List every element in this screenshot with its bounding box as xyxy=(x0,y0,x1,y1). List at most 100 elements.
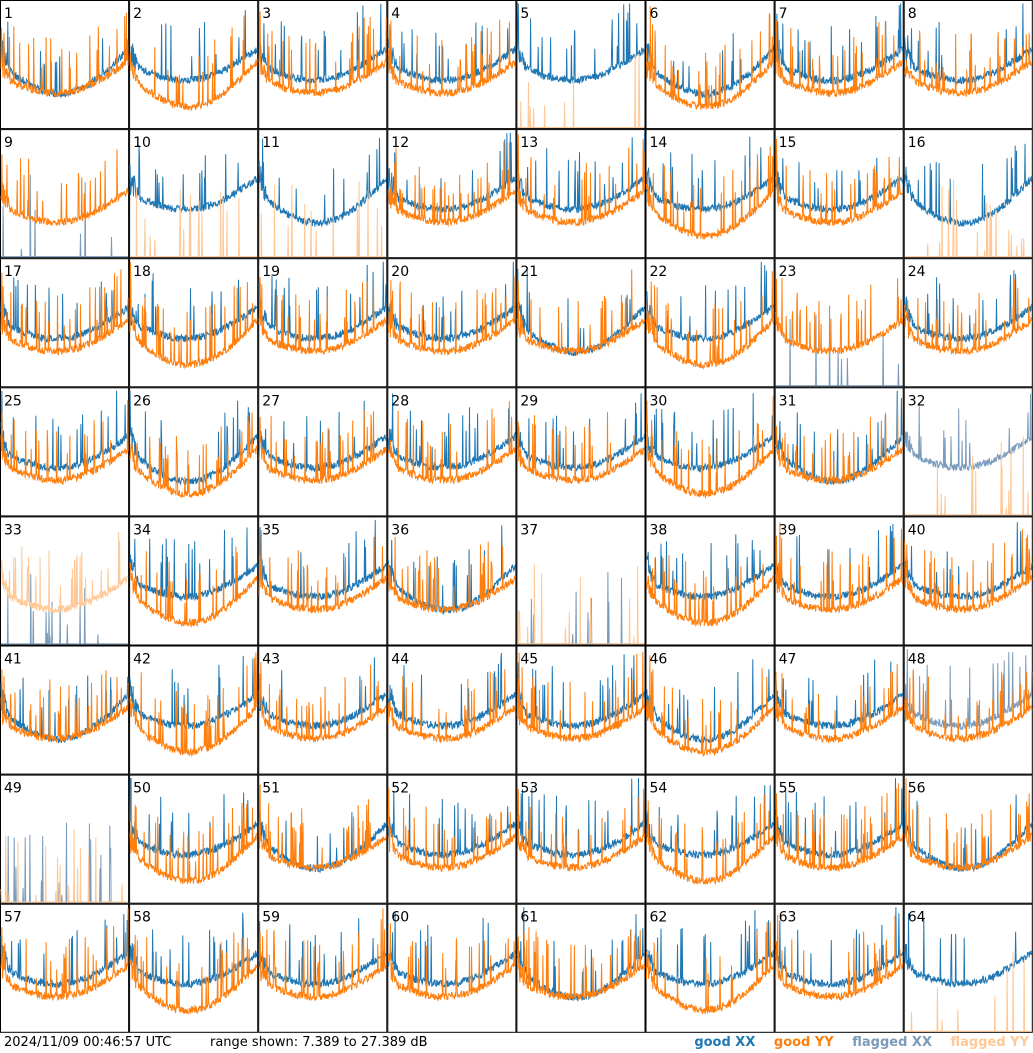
panel-label: 2 xyxy=(133,6,142,22)
series-yy xyxy=(258,784,387,872)
series-yy xyxy=(0,269,129,356)
panel-15: 15 xyxy=(774,129,904,259)
series-xx xyxy=(0,390,129,473)
panel-frame xyxy=(903,0,1033,130)
panel-37: 37 xyxy=(516,516,646,646)
panel-7: 7 xyxy=(774,0,904,130)
panel-label: 15 xyxy=(779,135,797,151)
panel-label: 7 xyxy=(779,6,788,22)
panel-frame xyxy=(0,0,130,130)
panel-48: 48 xyxy=(903,645,1033,775)
series-xx xyxy=(516,393,645,472)
panel-25: 25 xyxy=(0,387,130,517)
panel-51: 51 xyxy=(258,774,388,904)
panel-label: 19 xyxy=(262,264,280,280)
panel-41: 41 xyxy=(0,645,130,775)
series-yy xyxy=(646,146,775,240)
series-yy xyxy=(0,12,129,99)
series-yy xyxy=(904,669,1033,744)
series-xx xyxy=(775,907,904,989)
panel-frame xyxy=(516,258,646,388)
panel-23: 23 xyxy=(774,258,904,388)
panel-label: 59 xyxy=(262,910,280,926)
series-xx xyxy=(646,136,775,213)
series-yy xyxy=(0,532,129,614)
panel-label: 40 xyxy=(908,522,926,538)
panel-61: 61 xyxy=(516,903,646,1033)
series-xx xyxy=(129,145,258,215)
series-yy xyxy=(387,401,516,485)
panel-label: 51 xyxy=(262,781,280,797)
series-xx xyxy=(258,3,387,84)
legend-flagged-xx: flagged XX xyxy=(852,1035,932,1050)
series-yy xyxy=(775,914,904,1002)
panel-59: 59 xyxy=(258,903,388,1033)
panel-label: 1 xyxy=(4,6,13,22)
panel-20: 20 xyxy=(387,258,517,388)
series-yy xyxy=(516,927,645,1001)
panel-label: 31 xyxy=(779,393,797,409)
panel-label: 53 xyxy=(520,781,538,797)
series-xx xyxy=(775,523,904,602)
panel-frame xyxy=(774,0,904,130)
panel-label: 61 xyxy=(520,910,538,926)
panel-3: 3 xyxy=(258,0,388,130)
series-yy xyxy=(775,663,904,744)
panel-label: 57 xyxy=(4,910,22,926)
series-xx xyxy=(258,918,387,989)
panel-label: 20 xyxy=(391,264,409,280)
panel-label: 36 xyxy=(391,522,409,538)
panel-label: 47 xyxy=(779,652,797,668)
panel-32: 32 xyxy=(903,387,1033,517)
panel-18: 18 xyxy=(129,258,259,388)
series-yy xyxy=(258,661,387,743)
panel-label: 10 xyxy=(133,135,151,151)
series-yy xyxy=(387,141,516,228)
panel-2: 2 xyxy=(129,0,259,130)
panel-4: 4 xyxy=(387,0,517,130)
series-yy xyxy=(258,409,387,484)
panel-36: 36 xyxy=(387,516,517,646)
panel-39: 39 xyxy=(774,516,904,646)
series-yy xyxy=(775,522,904,613)
panel-label: 6 xyxy=(650,6,659,22)
series-yy xyxy=(516,269,645,356)
panel-frame xyxy=(258,129,388,259)
panel-64: 64 xyxy=(903,903,1033,1033)
series-xx xyxy=(387,911,516,988)
series-yy xyxy=(387,669,516,744)
series-yy xyxy=(0,829,129,903)
panel-label: 46 xyxy=(650,652,668,668)
series-yy xyxy=(775,783,904,873)
panel-6: 6 xyxy=(645,0,775,130)
panel-55: 55 xyxy=(774,774,904,904)
series-yy xyxy=(130,189,258,258)
panel-label: 39 xyxy=(779,522,797,538)
series-yy xyxy=(646,271,775,370)
panel-label: 34 xyxy=(133,522,151,538)
series-yy xyxy=(258,11,387,97)
series-xx xyxy=(904,143,1033,227)
panel-label: 23 xyxy=(779,264,797,280)
series-xx xyxy=(129,778,258,860)
series-yy xyxy=(0,908,129,1001)
panel-frame xyxy=(0,645,130,775)
panel-27: 27 xyxy=(258,387,388,517)
panel-8: 8 xyxy=(903,0,1033,130)
series-yy xyxy=(387,923,516,1002)
series-yy xyxy=(387,275,516,356)
series-yy xyxy=(904,529,1033,614)
series-xx xyxy=(1,573,129,645)
series-yy xyxy=(517,564,645,645)
panel-47: 47 xyxy=(774,645,904,775)
panel-49: 49 xyxy=(0,774,130,904)
series-yy xyxy=(387,19,516,98)
series-yy xyxy=(775,138,903,227)
panel-17: 17 xyxy=(0,258,130,388)
panel-label: 29 xyxy=(520,393,538,409)
panel-frame xyxy=(387,516,517,646)
panel-label: 64 xyxy=(908,910,926,926)
legend-good-xx: good XX xyxy=(694,1035,756,1050)
panel-label: 49 xyxy=(4,781,22,797)
series-yy xyxy=(129,778,258,885)
